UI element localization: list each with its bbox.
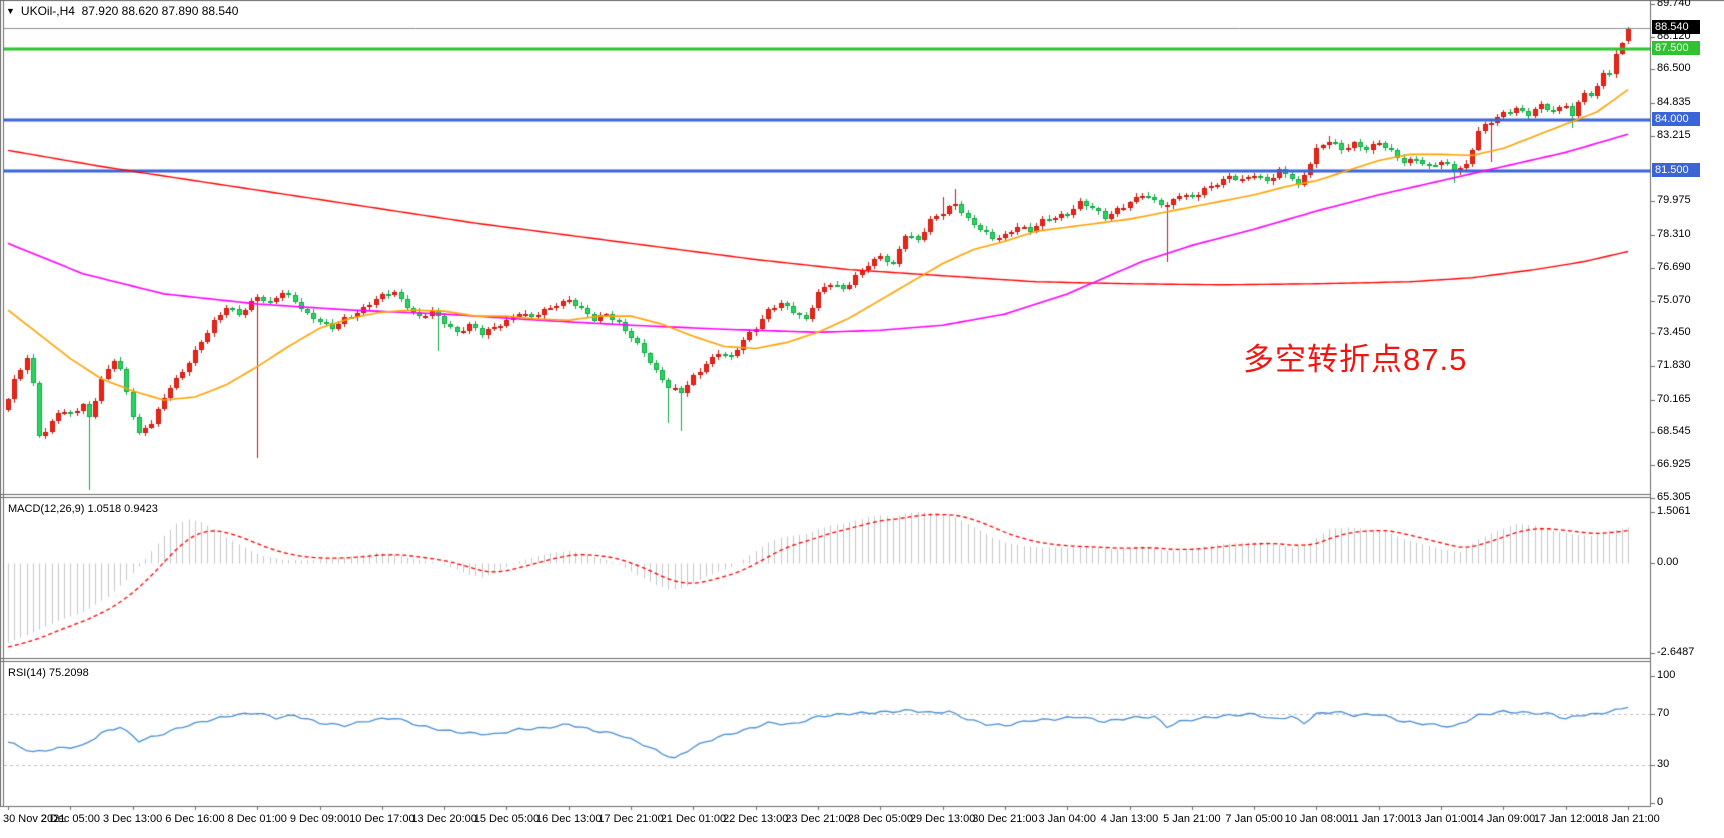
chevron-down-icon[interactable]: ▼ [6, 6, 15, 16]
time-axis-label: 13 Jan 01:00 [1409, 813, 1473, 825]
rsi-indicator-label: RSI(14) 75.2098 [8, 667, 89, 679]
macd-axis-label: 0.00 [1657, 556, 1679, 568]
time-axis-label: 18 Jan 21:00 [1596, 813, 1660, 825]
time-axis-label: 7 Jan 05:00 [1225, 813, 1283, 825]
time-axis-label: 8 Dec 01:00 [227, 813, 287, 825]
price-tick-label: 65.305 [1657, 490, 1691, 503]
price-tick-label: 84.835 [1657, 96, 1691, 109]
time-axis-label: 10 Jan 08:00 [1284, 813, 1349, 825]
time-axis-label: 17 Dec 21:00 [598, 813, 664, 825]
rsi-axis-label: 100 [1657, 669, 1676, 681]
rsi-axis-label: 30 [1657, 757, 1670, 770]
price-tick-label: 83.215 [1657, 128, 1691, 141]
time-axis-label: 29 Dec 13:00 [909, 813, 976, 825]
time-axis-label: 22 Dec 13:00 [722, 813, 789, 825]
price-tick-label: 89.740 [1657, 0, 1691, 9]
time-axis-label: 10 Dec 17:00 [349, 813, 415, 825]
time-axis-label: 30 Dec 21:00 [972, 813, 1038, 825]
time-axis-label: 5 Jan 21:00 [1163, 813, 1221, 825]
macd-axis-label: 1.5061 [1657, 504, 1691, 517]
price-badge: 84.000 [1652, 112, 1700, 127]
macd-indicator-label: MACD(12,26,9) 1.0518 0.9423 [8, 503, 158, 515]
bull-bear-turning-point-annotation: 多空转折点87.5 [1243, 342, 1468, 377]
ohlc-values: 87.920 88.620 87.890 88.540 [81, 4, 239, 18]
time-axis-label: 23 Dec 21:00 [785, 813, 851, 825]
time-axis-label: 21 Dec 01:00 [660, 813, 727, 825]
symbol-timeframe-label: UKOil-,H4 [20, 4, 75, 18]
price-tick-label: 70.165 [1657, 392, 1691, 405]
time-axis-label: 28 Dec 05:00 [847, 813, 914, 825]
price-tick-label: 75.070 [1657, 293, 1691, 306]
price-badge: 88.540 [1652, 20, 1700, 35]
price-tick-label: 73.450 [1657, 326, 1691, 339]
time-axis-label: 4 Jan 13:00 [1100, 813, 1159, 825]
price-tick-label: 71.830 [1657, 359, 1691, 372]
price-tick-label: 66.925 [1657, 458, 1691, 471]
price-tick-label: 79.975 [1657, 194, 1691, 207]
price-tick-label: 78.310 [1657, 228, 1691, 241]
time-axis-label: 13 Dec 20:00 [411, 813, 477, 825]
time-axis-label: 15 Dec 05:00 [473, 813, 540, 825]
price-tick-label: 68.545 [1657, 425, 1691, 438]
time-axis-label: 11 Jan 17:00 [1347, 813, 1411, 825]
rsi-axis-label: 0 [1657, 796, 1664, 808]
macd-axis-label: -2.6487 [1657, 645, 1695, 658]
time-axis-label: 14 Jan 09:00 [1471, 813, 1536, 825]
price-tick-label: 86.500 [1657, 62, 1691, 75]
time-axis-label: 30 Nov 2021 [3, 813, 66, 825]
price-tick-label: 76.690 [1657, 260, 1691, 273]
time-axis-label: 2 Dec 05:00 [40, 813, 100, 825]
time-axis-label: 9 Dec 09:00 [289, 813, 350, 825]
time-axis-label: 3 Jan 04:00 [1038, 813, 1096, 825]
price-badge: 87.500 [1652, 41, 1700, 56]
time-axis-label: 6 Dec 16:00 [165, 813, 225, 825]
rsi-axis-label: 70 [1657, 707, 1670, 720]
price-badge: 81.500 [1652, 162, 1700, 177]
time-axis-label: 16 Dec 13:00 [536, 813, 602, 825]
chart-header: ▼ UKOil-,H4 87.920 88.620 87.890 88.540 [6, 4, 238, 18]
time-axis-label: 3 Dec 13:00 [102, 813, 163, 825]
time-axis-label: 17 Jan 12:00 [1533, 813, 1598, 825]
